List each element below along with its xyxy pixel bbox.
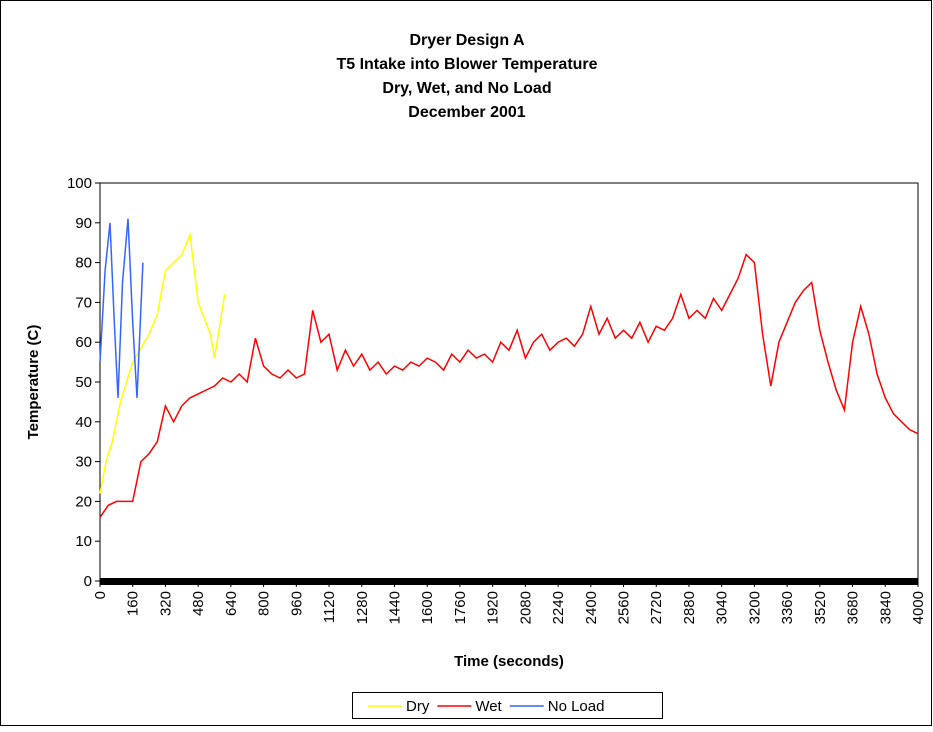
legend [352,692,663,719]
x-tick-label: 0 [92,591,109,599]
chart-title: December 2001 [408,104,526,121]
legend-label: No Load [548,698,605,715]
x-tick-label: 3840 [877,591,894,624]
y-tick-label: 30 [75,454,92,471]
x-tick-label: 2240 [550,591,567,624]
y-tick-label: 50 [75,374,92,391]
y-tick-label: 60 [75,334,92,351]
x-tick-label: 2560 [616,591,633,624]
series-line [99,253,919,518]
x-tick-label: 160 [125,591,142,616]
x-tick-label: 1600 [419,591,436,624]
x-tick-label: 640 [223,591,240,616]
x-tick-label: 2720 [648,591,665,624]
x-tick-label: 960 [288,591,305,616]
series-line [99,231,226,494]
y-tick-label: 90 [75,215,92,232]
x-tick-label: 4000 [910,591,927,624]
x-tick-label: 2880 [681,591,698,624]
x-tick-label: 3360 [779,591,796,624]
y-tick-label: 80 [75,255,92,272]
x-tick-label: 3680 [845,591,862,624]
chart-title: T5 Intake into Blower Temperature [336,56,597,73]
x-tick-label: 800 [256,591,273,616]
x-tick-label: 1760 [452,591,469,624]
y-tick-label: 70 [75,294,92,311]
x-tick-label: 3200 [746,591,763,624]
legend-label: Wet [475,698,502,715]
y-tick-label: 100 [67,175,92,192]
x-tick-label: 320 [157,591,174,616]
legend-label: Dry [406,698,430,715]
x-axis-band [100,578,918,585]
x-tick-label: 1440 [386,591,403,624]
y-tick-label: 0 [84,573,92,590]
x-tick-label: 2400 [583,591,600,624]
series-line [99,218,144,398]
y-tick-label: 20 [75,493,92,510]
y-tick-label: 10 [75,533,92,550]
chart-title: Dryer Design A [410,32,525,49]
x-axis-title: Time (seconds) [454,653,564,670]
x-tick-label: 1120 [321,591,338,623]
x-tick-label: 1280 [354,591,371,624]
x-tick-label: 1920 [485,591,502,624]
x-tick-label: 3040 [714,591,731,624]
y-tick-label: 40 [75,414,92,431]
x-tick-label: 3520 [812,591,829,624]
x-tick-label: 480 [190,591,207,616]
x-tick-label: 2080 [517,591,534,624]
chart-title: Dry, Wet, and No Load [382,80,551,97]
y-axis-title: Temperature (C) [25,325,42,440]
